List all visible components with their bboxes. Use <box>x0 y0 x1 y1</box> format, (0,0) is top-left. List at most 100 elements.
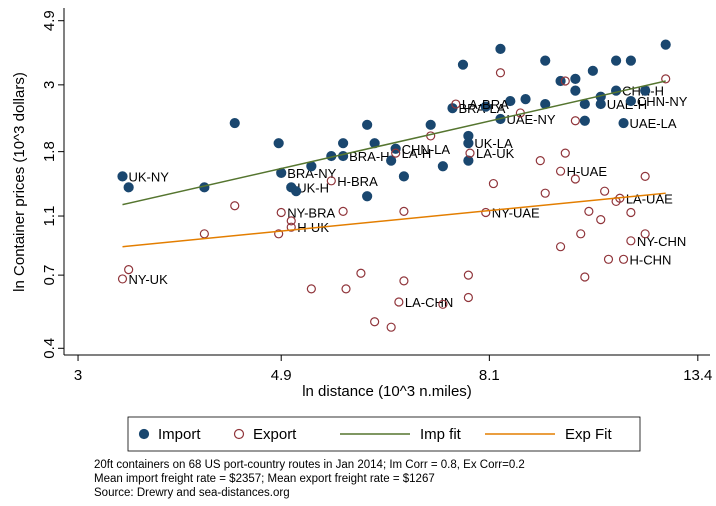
export-point <box>438 299 448 309</box>
export-point <box>603 254 614 264</box>
export-point <box>386 322 396 332</box>
point-label: NY-CHN <box>637 234 686 249</box>
point-label: H-BRA <box>337 174 378 189</box>
export-point <box>465 148 475 158</box>
y-tick-label: 4.9 <box>41 10 58 31</box>
import-point <box>362 191 373 202</box>
point-label: NY-UK <box>128 272 168 287</box>
point-label: H-UAE <box>567 164 608 179</box>
export-point <box>274 229 284 239</box>
fit-line <box>122 192 666 248</box>
export-point <box>230 201 240 211</box>
export-point <box>326 176 336 186</box>
export-point <box>124 265 134 275</box>
import-point <box>425 119 436 130</box>
point-label: LA-UAE <box>626 191 673 206</box>
export-point <box>596 215 606 225</box>
import-point <box>540 55 551 66</box>
import-point <box>338 150 349 162</box>
import-point <box>123 182 134 193</box>
point-label: UK-H <box>297 180 329 195</box>
import-point <box>273 138 284 149</box>
import-point <box>625 55 636 66</box>
export-point <box>540 188 550 198</box>
import-point <box>437 161 448 172</box>
point-label: LA-CHN <box>405 295 453 310</box>
point-label: CHN-NY <box>637 94 688 109</box>
import-point <box>555 75 566 87</box>
export-point <box>394 297 404 307</box>
y-tick-label: 0.7 <box>41 265 58 286</box>
export-point <box>640 171 650 181</box>
legend-marker <box>138 428 150 440</box>
export-point <box>580 272 590 282</box>
export-point <box>451 99 461 109</box>
import-point <box>640 85 651 96</box>
x-tick-label: 13.4 <box>683 367 712 384</box>
legend-label: Export <box>253 426 297 443</box>
export-point <box>199 229 209 239</box>
import-point <box>362 119 373 130</box>
point-label: UK-LA <box>474 136 513 151</box>
x-tick-label: 3 <box>74 367 82 384</box>
import-point <box>480 101 491 112</box>
import-point <box>587 65 598 76</box>
y-axis-title: ln Container prices (10^3 dollars) <box>11 72 28 292</box>
legend-label: Imp fit <box>420 426 462 443</box>
export-point <box>626 207 636 218</box>
legend-marker <box>233 428 245 440</box>
import-point <box>398 171 410 182</box>
import-point <box>570 85 581 96</box>
y-tick-label: 1.1 <box>41 206 58 227</box>
export-point <box>356 268 366 278</box>
import-point <box>618 117 629 129</box>
import-point <box>495 43 506 54</box>
note: 20ft containers on 68 US port-country ro… <box>94 459 525 471</box>
import-point <box>463 138 474 149</box>
point-label: BRA-H <box>349 149 389 164</box>
export-point <box>463 292 473 303</box>
import-point <box>610 85 622 96</box>
note: Source: Drewry and sea-distances.org <box>94 487 290 499</box>
export-point <box>570 174 580 184</box>
export-point <box>488 178 499 189</box>
x-axis-title: ln distance (10^3 n.miles) <box>302 383 472 400</box>
export-point <box>661 74 671 84</box>
export-point <box>555 242 566 252</box>
point-label: UK-NY <box>128 169 169 184</box>
export-point <box>286 222 296 232</box>
import-point <box>625 95 636 107</box>
point-label: NY-BRA <box>287 206 335 221</box>
note: Mean import freight rate = $2357; Mean e… <box>94 473 435 485</box>
x-tick-label: 4.9 <box>271 367 292 384</box>
import-point <box>229 117 240 129</box>
export-point <box>306 284 316 294</box>
export-point <box>626 236 636 246</box>
export-point <box>463 270 473 280</box>
import-point <box>386 155 397 166</box>
import-point <box>457 59 469 70</box>
export-point <box>341 284 351 294</box>
y-tick-label: 1.8 <box>41 141 58 162</box>
import-point <box>463 155 474 166</box>
point-label: LA-BRA <box>462 97 509 112</box>
fit-line <box>122 80 666 206</box>
point-label: UAE-LA <box>630 116 677 131</box>
export-point <box>286 216 296 226</box>
y-tick-label: 0.4 <box>41 338 58 359</box>
export-point <box>560 148 570 158</box>
export-point <box>600 186 610 196</box>
export-point <box>276 207 286 218</box>
point-label: BRA-NY <box>287 166 336 181</box>
x-tick-label: 8.1 <box>479 367 500 384</box>
export-point <box>560 76 570 86</box>
import-point <box>338 138 349 149</box>
point-label: CHN-LA <box>402 142 451 157</box>
legend-label: Exp Fit <box>565 426 613 443</box>
import-point <box>610 55 622 66</box>
export-point <box>370 317 380 327</box>
import-point <box>579 98 590 110</box>
export-point <box>570 116 580 126</box>
import-point <box>579 115 590 126</box>
